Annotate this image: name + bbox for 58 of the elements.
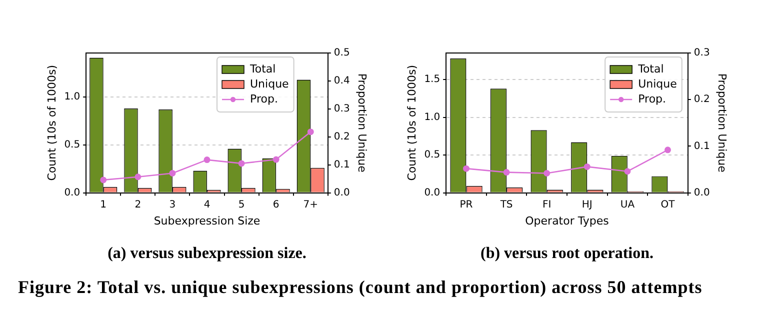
y2-tick-label: 0.0 — [334, 187, 350, 198]
point — [584, 163, 590, 170]
x-tick-label: TS — [499, 199, 513, 210]
y-tick-label: 1.0 — [424, 112, 440, 123]
y2-tick-label: 0.3 — [694, 48, 710, 59]
y2-tick-label: 0.2 — [334, 131, 350, 142]
point — [544, 170, 550, 176]
point — [100, 176, 107, 184]
x-tick-label: FI — [542, 199, 552, 210]
point — [664, 146, 671, 154]
y-tick-label: 0.5 — [424, 150, 440, 161]
x-tick-label: UA — [620, 199, 635, 210]
point — [272, 156, 280, 163]
y2-tick-label: 0.2 — [694, 94, 710, 106]
y2-tick-label: 0.4 — [334, 76, 350, 87]
legend-label: Unique — [638, 77, 678, 90]
point — [463, 165, 470, 172]
y-tick-label: 0.5 — [64, 140, 80, 151]
legend-label: Unique — [250, 77, 290, 90]
x-tick-label: 3 — [169, 199, 176, 210]
y-axis-title: Count (10s of 1000s) — [45, 65, 58, 181]
point — [204, 156, 210, 164]
x-tick-label: 6 — [272, 199, 280, 210]
y2-tick-label: 0.1 — [694, 140, 710, 152]
point — [238, 160, 245, 167]
x-tick-label: 2 — [134, 199, 142, 210]
x-tick-label: HJ — [582, 199, 592, 210]
legend-label: Total — [249, 62, 276, 76]
y2-axis-title: Proportion Unique — [716, 73, 729, 173]
point — [307, 128, 314, 136]
y2-tick-label: 0.3 — [334, 104, 350, 115]
x-tick-label: 7+ — [303, 199, 318, 210]
point — [503, 169, 510, 176]
y2-tick-label: 0.0 — [694, 187, 710, 198]
point — [134, 174, 142, 180]
caption: Figure 2: Total vs. unique subexpressions (count and proportion) across 50 attempts — [18, 276, 704, 299]
y2-tick-label: 0.1 — [334, 159, 350, 170]
y2-tick-label: 0.5 — [334, 48, 350, 59]
legend-label: Prop. — [638, 92, 666, 106]
x-tick-label: 1 — [100, 199, 107, 210]
x-axis-title: Operator Types — [525, 214, 610, 228]
point — [169, 170, 176, 176]
text: (a) versus subexpression size. — [106, 245, 308, 263]
y-tick-label: 1.0 — [64, 92, 80, 103]
point — [624, 168, 631, 175]
x-axis-title: Subexpression Size — [154, 214, 260, 228]
y-tick-label: 0.0 — [64, 187, 80, 198]
y2-axis-title: Proportion Unique — [356, 73, 369, 173]
y-tick-label: 0.0 — [424, 187, 440, 198]
x-tick-label: 5 — [238, 199, 245, 210]
text: (b) versus root operation. — [479, 245, 655, 263]
y-tick-label: 1.5 — [424, 74, 440, 86]
x-tick-label: PR — [460, 199, 473, 210]
legend-label: Prop. — [250, 92, 278, 106]
legend-label: Total — [637, 62, 664, 76]
y-axis-title: Count (10s of 1000s) — [405, 65, 418, 181]
x-tick-label: OT — [660, 199, 676, 210]
x-tick-label: 4 — [204, 199, 210, 210]
